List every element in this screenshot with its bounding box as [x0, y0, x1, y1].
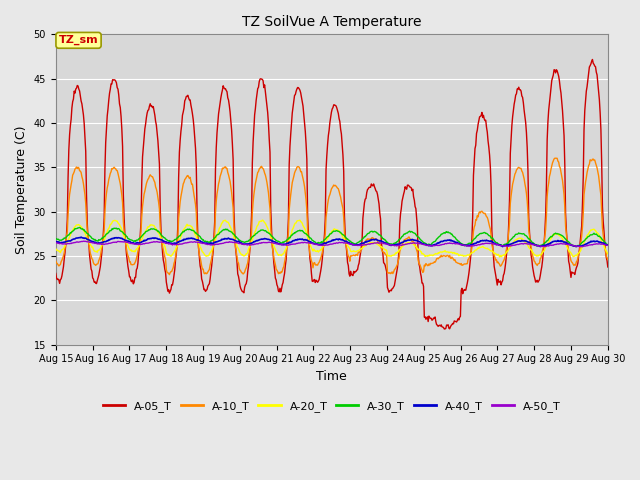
Y-axis label: Soil Temperature (C): Soil Temperature (C): [15, 125, 28, 254]
Legend: A-05_T, A-10_T, A-20_T, A-30_T, A-40_T, A-50_T: A-05_T, A-10_T, A-20_T, A-30_T, A-40_T, …: [99, 397, 565, 417]
X-axis label: Time: Time: [316, 370, 347, 383]
Text: TZ_sm: TZ_sm: [59, 35, 99, 46]
Title: TZ SoilVue A Temperature: TZ SoilVue A Temperature: [242, 15, 422, 29]
